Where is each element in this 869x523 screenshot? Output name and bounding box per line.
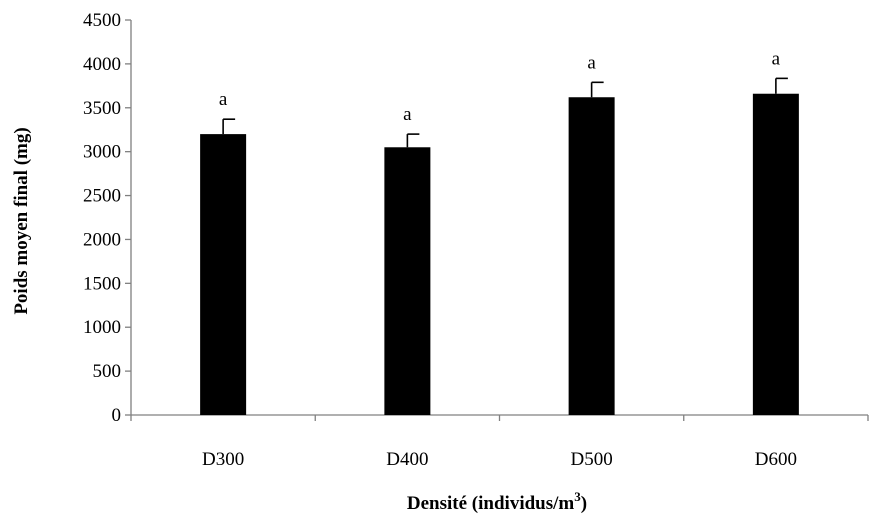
significance-label: a [403, 104, 412, 125]
y-tick-label: 3500 [83, 98, 121, 119]
bar-d600 [752, 93, 799, 415]
bar-d500 [568, 97, 615, 415]
y-tick-label: 3000 [83, 142, 121, 163]
bars: a a a a [200, 48, 799, 415]
y-tick-label: 4000 [83, 54, 121, 75]
x-tick-label: D600 [755, 449, 797, 470]
x-tick-label: D300 [202, 449, 244, 470]
y-tick-label: 4500 [83, 10, 121, 31]
y-axis: 0 500 1000 1500 2000 2500 3000 3500 4000 4500 [83, 10, 132, 426]
significance-label: a [772, 48, 781, 69]
y-tick-label: 2000 [83, 229, 121, 250]
significance-label: a [587, 52, 596, 73]
x-axis-title-end: ) [581, 493, 587, 514]
y-axis-title: Poids moyen final (mg) [11, 127, 32, 314]
error-bar-d600 [775, 77, 788, 94]
x-axis-title-superscript: 3 [574, 489, 581, 504]
y-tick-label: 1000 [83, 317, 121, 338]
error-bar-d500 [590, 81, 604, 98]
y-tick-label: 0 [112, 405, 122, 426]
bar-d300 [200, 134, 247, 415]
error-bar-d400 [406, 133, 420, 148]
x-axis: D300 D400 D500 D600 [130, 414, 869, 470]
bar-d400 [384, 147, 431, 415]
y-tick-label: 1500 [83, 273, 121, 294]
y-tick-label: 500 [93, 361, 122, 382]
x-axis-title: Densité (individus/m3) [407, 489, 587, 514]
error-bar-d300 [222, 118, 236, 135]
x-tick-label: D500 [571, 449, 613, 470]
x-axis-title-main: Densité (individus/m [407, 493, 575, 514]
significance-label: a [219, 89, 228, 110]
x-tick-label: D400 [386, 449, 428, 470]
y-tick-label: 2500 [83, 186, 121, 207]
